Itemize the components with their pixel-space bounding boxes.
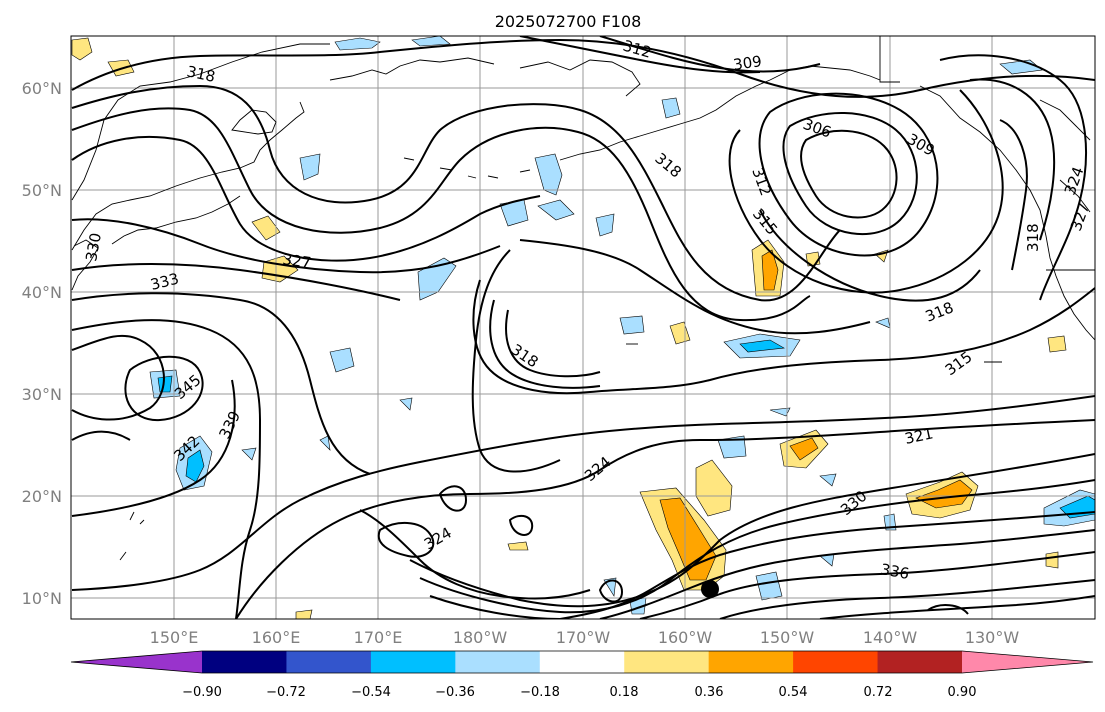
longitude-labels: 150°E 160°E 170°E 180°W 170°W 160°W 150°… [150,628,1020,647]
map-area: 318 312 309 306 309 318 312 315 327 333 … [71,36,1095,619]
contour-label: 336 [879,560,910,583]
colorbar-segment [539,651,625,673]
colorbar-outline [70,650,1094,674]
colorbar-tick-label: −0.90 [182,685,222,700]
lon-label: 150°W [760,628,815,647]
shade-blue [185,449,205,483]
shade-yellow [251,215,281,241]
lat-label: 40°N [22,283,62,302]
map-frame [70,35,1096,620]
shade-blue [299,153,321,181]
storm-position-marker [701,580,719,598]
colorbar-segment [370,651,456,673]
colorbar-tick-label: 0.54 [779,685,808,700]
shade-blue [739,339,785,353]
lat-label: 30°N [22,385,62,404]
lon-label: 140°W [863,628,918,647]
shade-blue [595,213,615,237]
shade-blue [619,315,645,335]
colorbar-segment [286,651,372,673]
figure-title: 2025072700 F108 [495,12,642,31]
shade-yellow [71,37,93,61]
coastlines [71,36,1095,561]
colorbar-segment [455,651,541,673]
latitude-labels: 60°N 50°N 40°N 30°N 20°N 10°N [22,79,62,608]
lat-label: 20°N [22,487,62,506]
shade-blue [534,153,563,196]
contour-lines [71,36,1095,619]
colorbar-tick-label: 0.72 [864,685,893,700]
colorbar-tick-label: 0.18 [610,685,639,700]
contour-label: 318 [185,62,217,86]
colorbar-segment [202,651,287,673]
colorbar-segment [708,651,794,673]
colorbar-tick-label: −0.54 [351,685,391,700]
colorbar-ticks: −0.90 −0.72 −0.54 −0.36 −0.18 0.18 0.36 … [182,685,976,700]
shade-yellow [1047,335,1067,353]
shade-blue [717,435,747,459]
colorbar-extend-low [71,651,202,673]
shade-blue [769,407,791,417]
shade-blue [157,375,173,393]
colorbar-extend-high [962,651,1093,673]
lon-label: 170°W [556,628,611,647]
shade-blue [755,571,783,601]
contour-label: 327 [281,250,312,272]
colorbar-segment [877,651,963,673]
shade-orange [659,497,717,581]
shade-blue [334,37,381,51]
colorbar-tick-label: −0.36 [435,685,475,700]
lon-label: 130°W [965,628,1020,647]
lon-label: 180°W [453,628,508,647]
shade-blue [411,36,451,47]
colorbar-segment [793,651,879,673]
lon-label: 160°E [252,628,301,647]
shade-blue [875,317,891,329]
shade-blue [241,447,257,461]
shade-orange [789,437,819,461]
contour-label: 309 [732,52,763,74]
lon-label: 160°W [658,628,713,647]
shade-orange [915,479,973,509]
shading-layer [71,36,1095,619]
colorbar: −0.90 −0.72 −0.54 −0.36 −0.18 0.18 0.36 … [70,650,1094,700]
lon-label: 170°E [354,628,403,647]
contour-label: 330 [82,231,105,262]
shade-blue [329,347,355,373]
colorbar-tick-label: −0.72 [266,685,306,700]
lat-label: 10°N [22,589,62,608]
contour-label: 318 [1024,223,1042,252]
contour-label: 321 [903,424,935,448]
colorbar-segments [71,651,1093,673]
shade-blue [661,97,681,119]
shade-yellow [295,609,313,619]
lat-label: 60°N [22,79,62,98]
colorbar-tick-label: −0.18 [520,685,560,700]
shade-blue [819,473,837,487]
lat-label: 50°N [22,181,62,200]
shade-blue [537,199,575,221]
shade-yellow [1045,551,1059,569]
colorbar-tick-label: 0.36 [695,685,724,700]
lon-label: 150°E [150,628,199,647]
colorbar-segment [624,651,710,673]
shade-yellow [507,541,529,551]
shade-blue [399,397,413,411]
colorbar-tick-label: 0.90 [948,685,977,700]
shade-blue [319,435,331,451]
